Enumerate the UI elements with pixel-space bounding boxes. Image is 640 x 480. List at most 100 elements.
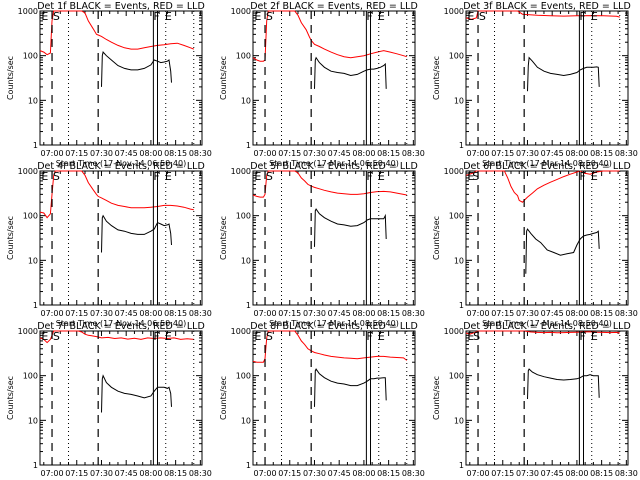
x-tick-label: 07:30 [303, 149, 326, 158]
panel-title: Det 8f BLACK = Events, RED = LLD [250, 321, 418, 332]
y-tick-label: 1000 [18, 327, 38, 336]
x-tick-label: 08:30 [615, 469, 638, 478]
marker-label-e: E [165, 170, 172, 183]
y-tick-label: 1 [33, 461, 38, 470]
y-tick-label: 1000 [18, 167, 38, 176]
series-events-line [527, 368, 600, 400]
panel-title: Det 3f BLACK = Events, RED = LLD [463, 1, 631, 12]
series-events-line [314, 208, 387, 247]
plot-frame [252, 170, 416, 306]
y-axis-label: Counts/sec [6, 376, 15, 420]
x-tick-label: 07:15 [278, 149, 301, 158]
marker-label-e: E [254, 10, 261, 23]
y-axis-label: Counts/sec [219, 216, 228, 260]
marker-label-e: E [254, 330, 261, 343]
x-tick-label: 08:00 [139, 469, 162, 478]
x-tick-label: 07:15 [278, 469, 301, 478]
marker-label-f: F [153, 10, 159, 23]
y-axis-label: Counts/sec [6, 56, 15, 100]
y-tick-label: 10 [28, 416, 38, 425]
x-tick-label: 08:00 [565, 469, 588, 478]
y-axis-label: Counts/sec [219, 376, 228, 420]
y-tick-label: 10 [241, 416, 251, 425]
marker-label-s: S [479, 10, 486, 23]
x-tick-label: 07:00 [253, 469, 276, 478]
x-tick-label: 07:00 [466, 309, 489, 318]
x-tick-label: 07:30 [516, 309, 539, 318]
y-tick-label: 1 [459, 141, 464, 150]
series-events-line [101, 214, 172, 253]
marker-label-e: E [41, 10, 48, 23]
x-axis-label: Start Time (17-Mar-14 08:50:40) [482, 319, 612, 328]
y-tick-label: 1 [459, 461, 464, 470]
y-axis-label: Counts/sec [432, 216, 441, 260]
panel-title: Det 6f BLACK = Events, RED = LLD [463, 161, 631, 172]
series-lld-line [465, 170, 620, 203]
x-tick-label: 07:45 [541, 469, 564, 478]
plot-frame [252, 330, 416, 466]
y-tick-label: 100 [449, 52, 464, 61]
panel-det-9: Det 9f BLACK = Events, RED = LLD 1 10 100 10… [432, 321, 638, 480]
plot-frame [39, 330, 203, 466]
y-tick-label: 1000 [231, 7, 251, 16]
x-tick-label: 08:30 [402, 309, 425, 318]
x-tick-label: 08:00 [352, 309, 375, 318]
y-tick-label: 10 [28, 96, 38, 105]
x-tick-label: 07:45 [328, 149, 351, 158]
y-tick-label: 1 [246, 301, 251, 310]
panel-title: Det 5f BLACK = Events, RED = LLD [250, 161, 418, 172]
marker-label-s: S [53, 10, 60, 23]
marker-label-s: S [53, 170, 60, 183]
series-lld-line [39, 330, 194, 344]
marker-label-e: E [467, 170, 474, 183]
series-lld-line [39, 10, 194, 56]
x-tick-label: 08:15 [164, 309, 187, 318]
marker-label-s: S [473, 330, 480, 343]
x-tick-label: 07:15 [278, 309, 301, 318]
marker-label-f: F [579, 10, 585, 23]
marker-label-f: F [579, 170, 585, 183]
x-tick-label: 08:00 [352, 469, 375, 478]
x-tick-label: 07:00 [466, 149, 489, 158]
series-events-line [527, 56, 600, 92]
x-tick-label: 08:30 [615, 309, 638, 318]
marker-label-e: E [378, 170, 385, 183]
y-tick-label: 1 [33, 301, 38, 310]
x-axis-label: Start Time (17-Nov-14 06:50:40) [56, 319, 186, 328]
x-axis-label: Start Time (17-Mar-14 06:50:40) [269, 159, 399, 168]
marker-label-e: E [467, 330, 474, 343]
x-tick-label: 07:45 [115, 469, 138, 478]
x-tick-label: 08:15 [590, 149, 613, 158]
x-tick-label: 07:45 [541, 149, 564, 158]
panel-title: Det 1f BLACK = Events, RED = LLD [37, 1, 205, 12]
marker-label-e: E [591, 10, 598, 23]
marker-label-s: S [472, 170, 479, 183]
y-tick-label: 1000 [444, 7, 464, 16]
x-tick-label: 08:15 [164, 469, 187, 478]
x-tick-label: 07:00 [466, 469, 489, 478]
x-tick-label: 08:15 [377, 309, 400, 318]
marker-label-e: E [41, 170, 48, 183]
series-events-line [314, 368, 387, 407]
x-axis-label: Start Time (17-Nov-14 06:50:40) [56, 159, 186, 168]
x-tick-label: 07:30 [303, 309, 326, 318]
y-tick-label: 1 [459, 301, 464, 310]
x-tick-label: 07:45 [328, 309, 351, 318]
x-tick-label: 07:30 [90, 149, 113, 158]
marker-label-f: F [366, 10, 372, 23]
marker-label-e: E [378, 10, 385, 23]
panel-title: Det 7f BLACK = Events, RED = LLD [37, 321, 205, 332]
marker-label-e: E [591, 330, 598, 343]
y-axis-label: Counts/sec [432, 56, 441, 100]
y-tick-label: 100 [23, 52, 38, 61]
y-tick-label: 10 [454, 256, 464, 265]
y-tick-label: 1 [246, 141, 251, 150]
series-events-line [525, 228, 600, 274]
x-tick-label: 07:45 [115, 149, 138, 158]
panel-det-8: Det 8f BLACK = Events, RED = LLD 1 10 100 10… [219, 321, 425, 480]
marker-label-e: E [591, 170, 598, 183]
y-tick-label: 100 [236, 52, 251, 61]
panel-det-4: Det 4f BLACK = Events, RED = LLD 1 10 100 10… [6, 161, 212, 328]
x-tick-label: 08:30 [402, 149, 425, 158]
marker-label-e: E [165, 330, 172, 343]
